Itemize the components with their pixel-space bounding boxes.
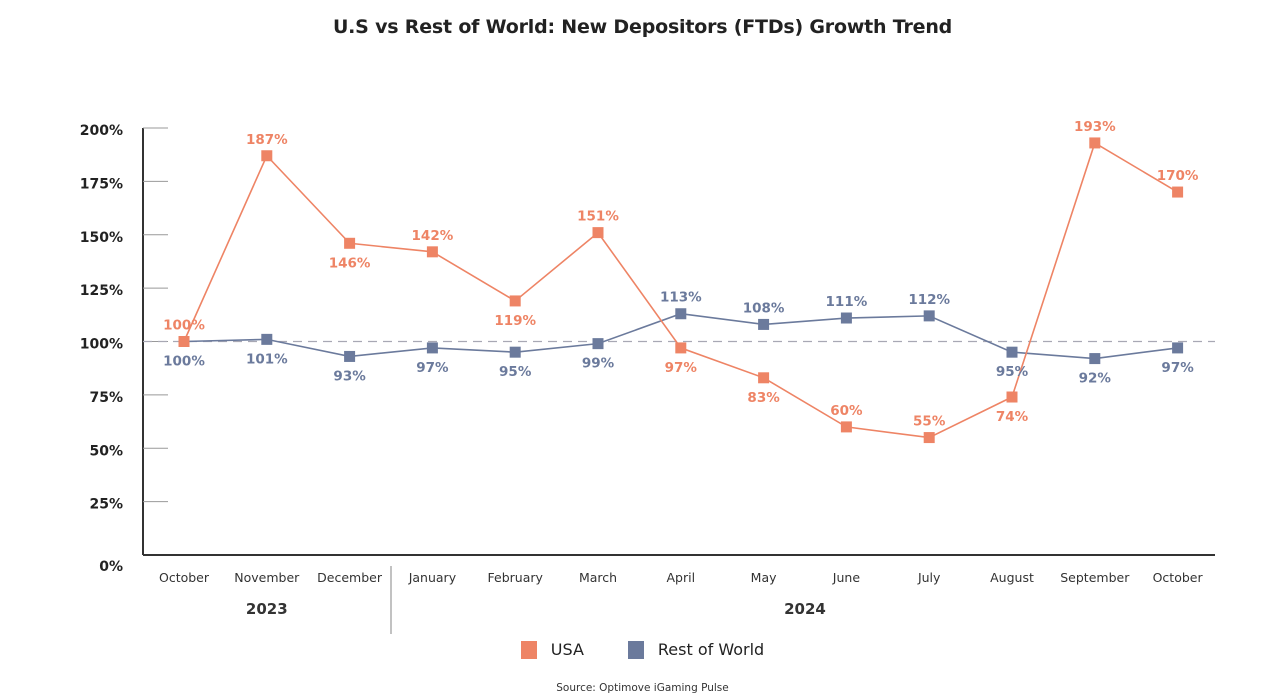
data-point-rest-of-world [592, 338, 604, 350]
data-label-usa: 100% [163, 318, 205, 334]
data-label-usa: 170% [1157, 168, 1199, 184]
data-point-rest-of-world [261, 333, 273, 345]
data-label-usa: 60% [830, 403, 863, 419]
source-note: Source: Optimove iGaming Pulse [556, 682, 729, 694]
data-label-usa: 55% [913, 414, 946, 430]
data-point-rest-of-world [1172, 342, 1184, 354]
data-point-usa [923, 432, 935, 444]
data-point-rest-of-world [923, 310, 935, 322]
x-tick-label: April [667, 570, 696, 585]
data-label-usa: 193% [1074, 119, 1116, 135]
legend: USA Rest of World [0, 640, 1285, 659]
data-point-usa [261, 150, 273, 162]
year-group-label: 2024 [784, 600, 826, 618]
data-label-rest-of-world: 100% [163, 354, 205, 370]
x-tick-label: December [317, 570, 383, 585]
data-point-rest-of-world [675, 308, 687, 320]
data-point-usa [344, 237, 356, 249]
data-point-rest-of-world [1006, 346, 1018, 358]
data-point-usa [178, 336, 190, 347]
data-label-usa: 142% [412, 228, 454, 244]
x-tick-label: July [917, 570, 941, 585]
x-tick-label: September [1060, 570, 1130, 585]
y-axis-ticks: 0% 25% 50% 75% 100% 125% 150% 175% 200% [80, 123, 168, 575]
data-point-rest-of-world [344, 350, 356, 362]
x-axis-ticks: October November December January February Ma… [159, 566, 1203, 634]
year-group-label: 2023 [246, 600, 288, 618]
data-label-rest-of-world: 99% [582, 356, 615, 372]
data-point-usa [758, 372, 770, 384]
x-tick-label: January [408, 570, 457, 585]
data-label-usa: 74% [996, 409, 1029, 425]
data-point-rest-of-world [1089, 353, 1101, 365]
data-label-rest-of-world: 97% [416, 360, 449, 376]
y-tick-label: 0% [99, 559, 123, 575]
data-point-rest-of-world [840, 312, 852, 324]
data-point-usa [1089, 137, 1101, 149]
legend-swatch-usa [520, 640, 537, 659]
data-label-usa: 97% [665, 360, 698, 376]
data-point-usa [592, 227, 604, 239]
axes [142, 128, 1215, 556]
data-label-usa: 151% [577, 209, 619, 225]
legend-item-usa[interactable]: USA [520, 640, 584, 659]
data-point-usa [426, 246, 438, 258]
data-point-rest-of-world [758, 318, 770, 330]
x-tick-label: November [234, 570, 300, 585]
data-label-usa: 83% [747, 390, 780, 406]
legend-swatch-rest-of-world [627, 640, 644, 659]
x-tick-label: June [832, 570, 861, 585]
data-labels-layer: 100% 101% 93% 97% 95% 99% 113% 108% 111% 112% 95% 9… [163, 119, 1199, 430]
y-tick-label: 125% [80, 283, 123, 299]
data-label-rest-of-world: 95% [499, 364, 532, 380]
x-tick-label: October [1153, 570, 1204, 585]
data-label-usa: 146% [329, 255, 371, 271]
y-tick-label: 100% [80, 337, 123, 353]
data-label-rest-of-world: 112% [908, 292, 950, 308]
y-tick-label: 175% [80, 176, 123, 192]
legend-label-rest-of-world: Rest of World [657, 640, 765, 659]
data-label-rest-of-world: 113% [660, 290, 702, 306]
y-tick-label: 150% [80, 230, 123, 246]
x-tick-label: February [488, 570, 544, 585]
data-point-usa [840, 421, 852, 433]
x-tick-label: May [751, 570, 777, 585]
y-tick-label: 25% [89, 497, 123, 513]
legend-label-usa: USA [550, 640, 584, 659]
data-point-usa [1172, 186, 1184, 198]
data-point-usa [675, 342, 687, 354]
series-layer [178, 137, 1184, 444]
data-label-rest-of-world: 93% [333, 368, 366, 384]
data-label-rest-of-world: 92% [1079, 371, 1112, 387]
data-point-rest-of-world [426, 342, 438, 354]
data-label-rest-of-world: 95% [996, 364, 1029, 380]
data-point-usa [509, 295, 521, 307]
data-label-rest-of-world: 101% [246, 351, 288, 367]
data-label-rest-of-world: 97% [1161, 360, 1194, 376]
y-tick-label: 200% [80, 123, 123, 139]
y-tick-label: 50% [89, 443, 123, 459]
x-tick-label: March [579, 570, 617, 585]
x-tick-label: October [159, 570, 210, 585]
data-point-usa [1006, 391, 1018, 403]
y-tick-label: 75% [89, 390, 123, 406]
x-tick-label: August [990, 570, 1034, 585]
data-label-rest-of-world: 111% [826, 294, 868, 310]
data-point-rest-of-world [509, 346, 521, 358]
data-label-usa: 119% [494, 313, 536, 329]
chart-title: U.S vs Rest of World: New Depositors (FT… [332, 16, 953, 38]
data-label-usa: 187% [246, 132, 288, 148]
legend-item-rest-of-world[interactable]: Rest of World [627, 640, 765, 659]
data-label-rest-of-world: 108% [743, 300, 785, 316]
